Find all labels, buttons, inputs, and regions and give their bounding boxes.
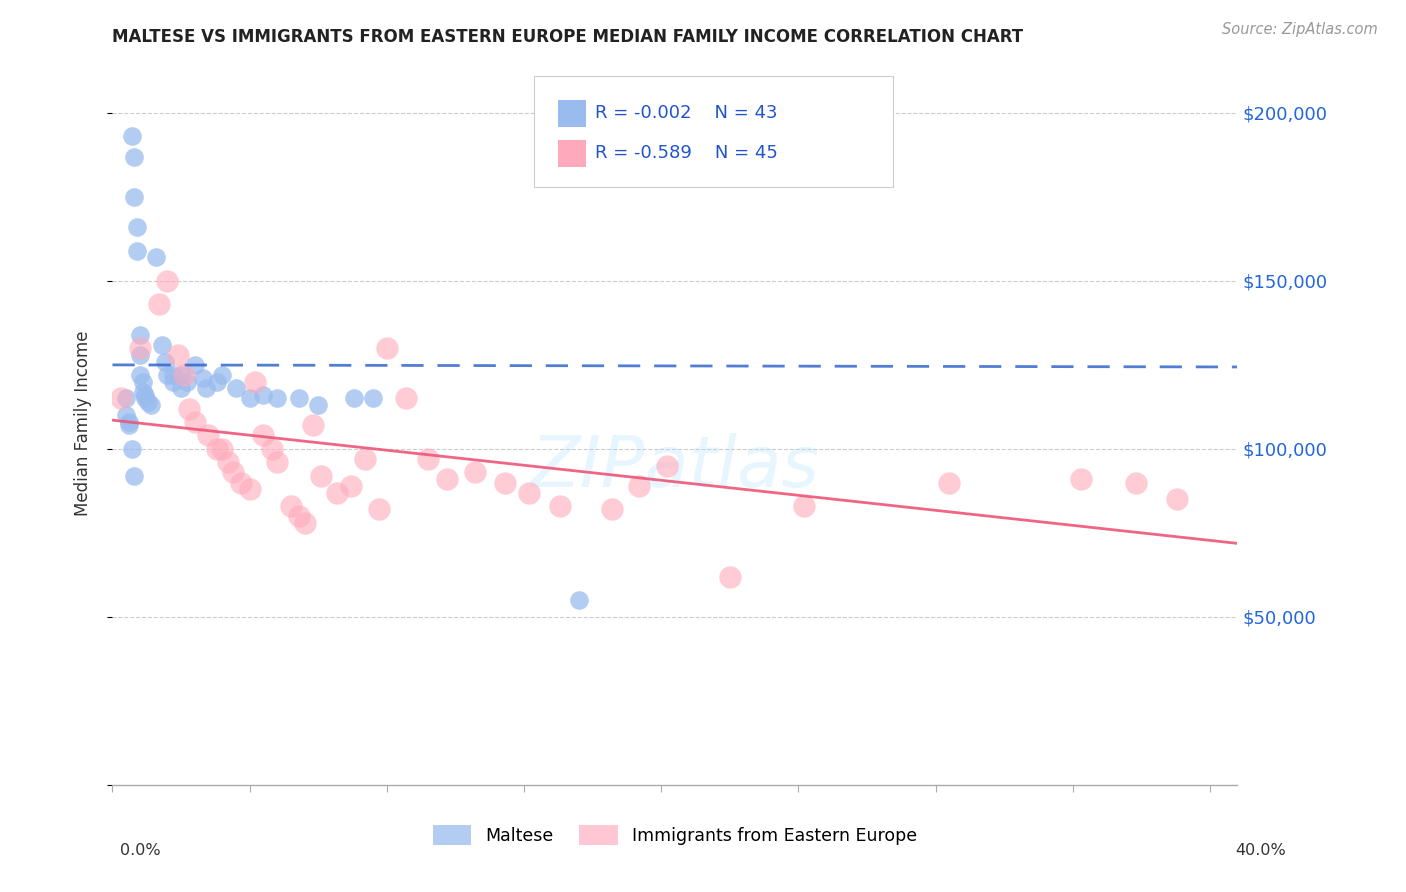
Point bbox=[167, 348, 190, 362]
Point bbox=[129, 348, 152, 362]
Point bbox=[194, 381, 217, 395]
Point bbox=[173, 368, 195, 382]
Point bbox=[156, 274, 179, 288]
Text: 40.0%: 40.0% bbox=[1236, 843, 1286, 858]
Point bbox=[124, 468, 146, 483]
Point bbox=[115, 409, 138, 423]
Point bbox=[436, 472, 458, 486]
Point bbox=[1166, 492, 1188, 507]
Point bbox=[222, 466, 245, 480]
Point bbox=[307, 398, 329, 412]
Point bbox=[361, 392, 384, 406]
Point bbox=[519, 485, 541, 500]
Point bbox=[252, 428, 274, 442]
Point bbox=[354, 452, 377, 467]
Point bbox=[129, 327, 152, 342]
Point bbox=[340, 479, 363, 493]
Point bbox=[139, 398, 162, 412]
Point bbox=[129, 368, 152, 382]
Point bbox=[280, 499, 302, 513]
Point bbox=[131, 375, 153, 389]
Point bbox=[110, 392, 132, 406]
Text: R = -0.002    N = 43: R = -0.002 N = 43 bbox=[595, 104, 778, 122]
Point bbox=[288, 509, 311, 524]
Point bbox=[395, 392, 418, 406]
Point bbox=[938, 475, 960, 490]
Point bbox=[301, 418, 323, 433]
Point bbox=[600, 502, 623, 516]
Point bbox=[184, 415, 207, 429]
Point bbox=[211, 442, 233, 456]
Point bbox=[367, 502, 389, 516]
Legend: Maltese, Immigrants from Eastern Europe: Maltese, Immigrants from Eastern Europe bbox=[426, 818, 924, 852]
Point bbox=[231, 475, 253, 490]
Point bbox=[494, 475, 516, 490]
Y-axis label: Median Family Income: Median Family Income bbox=[73, 331, 91, 516]
Point bbox=[568, 593, 591, 607]
Point bbox=[153, 354, 176, 368]
Point bbox=[309, 468, 332, 483]
Point bbox=[205, 375, 228, 389]
Point bbox=[127, 220, 149, 235]
Point bbox=[217, 455, 239, 469]
Point bbox=[118, 418, 141, 433]
Point bbox=[266, 455, 288, 469]
Point bbox=[464, 466, 486, 480]
Point bbox=[121, 129, 143, 144]
Point bbox=[239, 392, 262, 406]
Point bbox=[145, 251, 167, 265]
Point bbox=[243, 375, 266, 389]
Point bbox=[1125, 475, 1147, 490]
Point bbox=[211, 368, 233, 382]
Point bbox=[260, 442, 283, 456]
Text: 0.0%: 0.0% bbox=[120, 843, 160, 858]
Point bbox=[179, 401, 201, 416]
Point bbox=[252, 388, 274, 402]
Point bbox=[115, 392, 138, 406]
Point bbox=[205, 442, 228, 456]
Point bbox=[136, 395, 159, 409]
Point bbox=[184, 358, 207, 372]
Text: ZIPatlas: ZIPatlas bbox=[530, 433, 820, 501]
Point bbox=[294, 516, 316, 530]
Point bbox=[718, 569, 741, 583]
Text: R = -0.589    N = 45: R = -0.589 N = 45 bbox=[595, 145, 778, 162]
Point bbox=[655, 458, 678, 473]
Point bbox=[134, 388, 156, 402]
Point bbox=[225, 381, 247, 395]
Point bbox=[129, 341, 152, 355]
Point bbox=[375, 341, 398, 355]
Point bbox=[162, 368, 184, 382]
Point bbox=[416, 452, 439, 467]
Point bbox=[191, 371, 214, 385]
Point bbox=[124, 149, 146, 163]
Point bbox=[1070, 472, 1092, 486]
Point bbox=[170, 368, 193, 382]
Point bbox=[150, 337, 173, 351]
Point bbox=[197, 428, 219, 442]
Point bbox=[628, 479, 651, 493]
Text: MALTESE VS IMMIGRANTS FROM EASTERN EUROPE MEDIAN FAMILY INCOME CORRELATION CHART: MALTESE VS IMMIGRANTS FROM EASTERN EUROP… bbox=[112, 28, 1024, 45]
Point bbox=[148, 297, 170, 311]
Point bbox=[343, 392, 366, 406]
Text: Source: ZipAtlas.com: Source: ZipAtlas.com bbox=[1222, 22, 1378, 37]
Point bbox=[170, 381, 193, 395]
Point bbox=[266, 392, 288, 406]
Point bbox=[121, 442, 143, 456]
Point bbox=[793, 499, 815, 513]
Point bbox=[118, 415, 141, 429]
Point bbox=[156, 368, 179, 382]
Point bbox=[326, 485, 349, 500]
Point bbox=[176, 375, 198, 389]
Point bbox=[131, 384, 153, 399]
Point bbox=[134, 392, 156, 406]
Point bbox=[288, 392, 311, 406]
Point bbox=[239, 482, 262, 496]
Point bbox=[548, 499, 571, 513]
Point bbox=[124, 190, 146, 204]
Point bbox=[162, 375, 184, 389]
Point bbox=[127, 244, 149, 258]
